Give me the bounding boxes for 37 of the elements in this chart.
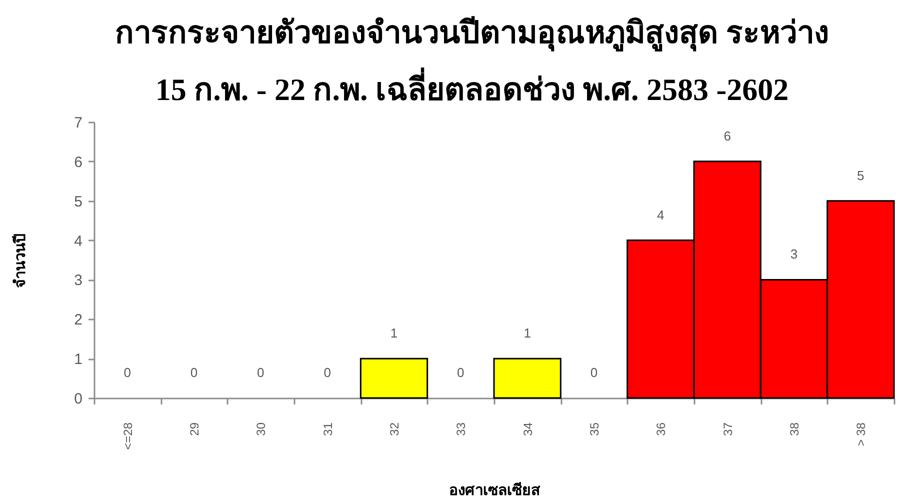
x-tick-label: 38: [788, 422, 802, 436]
y-tick-label: 7: [74, 114, 82, 132]
x-tick-label: 31: [320, 422, 335, 436]
data-label: 0: [324, 365, 331, 380]
data-label: 1: [390, 326, 398, 341]
x-tick-label: 33: [454, 422, 468, 436]
bar: [360, 358, 428, 399]
data-label: 6: [724, 128, 731, 144]
y-tick-label: 4: [74, 232, 82, 250]
x-tick-label: 37: [720, 422, 735, 436]
x-tick-label: <=28: [120, 422, 135, 450]
x-tick-label: 35: [588, 422, 602, 436]
x-tick-label: 30: [254, 422, 268, 436]
y-tick-label: 6: [74, 154, 82, 171]
data-label: 0: [257, 365, 264, 380]
chart-title: การกระจายตัวของจำนวนปีตามอุณหภูมิสูงสุด ระหว่าง 15 ก.พ. - 22 ก.พ. เฉลี่ยตลอดช่วง พ.ศ. 2583 -2602: [115, 15, 829, 107]
data-label: 0: [457, 365, 464, 380]
data-label: 1: [524, 326, 531, 341]
x-tick-label: > 38: [854, 422, 868, 446]
y-axis-title: จำนวนปี: [12, 233, 30, 288]
data-label: 0: [590, 365, 598, 380]
x-tick-label: 29: [188, 422, 202, 436]
y-tick-label: 1: [74, 351, 82, 368]
x-tick-label: 36: [654, 422, 668, 436]
data-label: 5: [857, 168, 864, 183]
bar: [493, 358, 562, 399]
data-label: 4: [657, 207, 664, 222]
data-label: 3: [790, 246, 798, 262]
y-tick-label: 0: [74, 390, 82, 408]
data-label: 0: [124, 365, 131, 380]
x-tick-label: 32: [388, 422, 402, 436]
y-tick-label: 2: [74, 312, 82, 329]
y-tick-label: 3: [74, 272, 82, 290]
y-tick-label: 5: [74, 193, 82, 210]
x-axis-title: องศาเซลเซียส: [449, 482, 541, 499]
data-label: 0: [190, 365, 198, 380]
x-tick-label: 34: [520, 422, 535, 436]
